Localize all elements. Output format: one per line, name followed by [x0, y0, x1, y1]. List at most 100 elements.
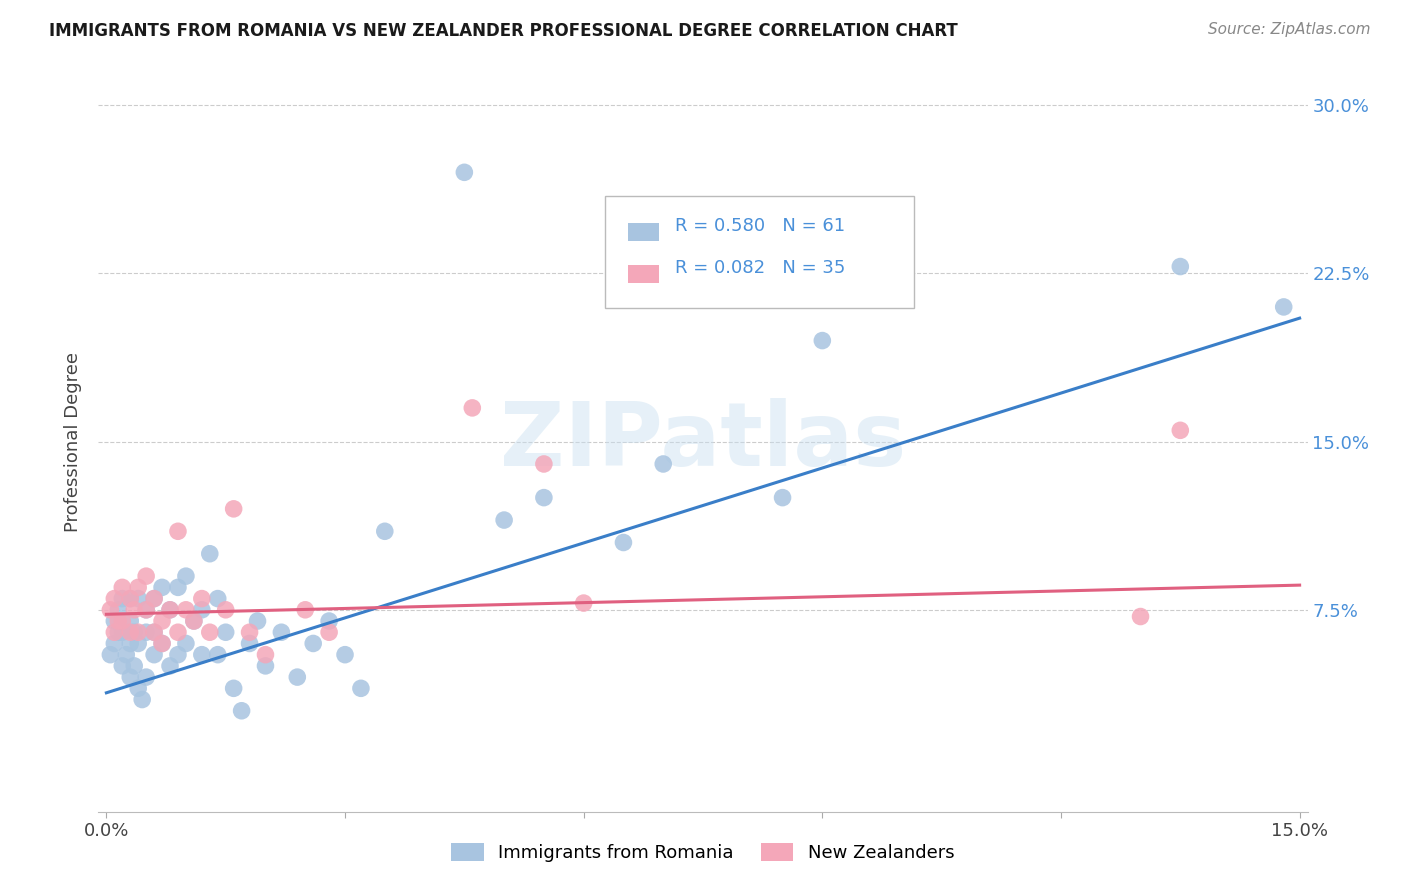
Point [167, 580, 190, 594]
Point [231, 704, 253, 718]
Point [167, 524, 190, 539]
Point [350, 681, 373, 696]
Point [318, 614, 340, 628]
Point [120, 591, 142, 606]
Point [111, 659, 134, 673]
Point [127, 636, 149, 650]
Point [143, 648, 166, 662]
Point [174, 603, 197, 617]
Point [215, 625, 238, 640]
Point [215, 603, 238, 617]
Point [1168, 260, 1191, 274]
Legend: Immigrants from Romania, New Zealanders: Immigrants from Romania, New Zealanders [444, 836, 962, 870]
Point [374, 524, 396, 539]
Point [115, 648, 138, 662]
Point [191, 603, 214, 617]
Point [103, 614, 125, 628]
Point [285, 670, 308, 684]
Point [772, 491, 794, 505]
Point [254, 659, 277, 673]
Point [159, 659, 181, 673]
Point [533, 457, 555, 471]
Point [198, 625, 221, 640]
Point [254, 648, 277, 662]
Point [150, 614, 173, 628]
Point [127, 625, 149, 640]
Point [111, 580, 134, 594]
Point [1168, 423, 1191, 437]
Point [302, 636, 325, 650]
Point [143, 625, 166, 640]
Point [191, 648, 214, 662]
Point [98, 603, 121, 617]
Text: R = 0.082   N = 35: R = 0.082 N = 35 [675, 259, 845, 277]
Point [494, 513, 516, 527]
Point [103, 591, 125, 606]
Point [207, 591, 229, 606]
Point [120, 670, 142, 684]
Point [135, 670, 157, 684]
Point [143, 591, 166, 606]
Point [572, 596, 595, 610]
Point [198, 547, 221, 561]
Point [333, 648, 356, 662]
Point [135, 625, 157, 640]
Point [150, 636, 173, 650]
Point [107, 614, 129, 628]
Point [127, 580, 149, 594]
Point [533, 491, 555, 505]
Point [131, 692, 153, 706]
Point [98, 648, 121, 662]
Point [143, 625, 166, 640]
Point [103, 636, 125, 650]
Point [135, 569, 157, 583]
Point [111, 625, 134, 640]
Point [127, 681, 149, 696]
Point [111, 614, 134, 628]
Point [652, 457, 675, 471]
Point [120, 636, 142, 650]
Point [191, 591, 214, 606]
Point [159, 603, 181, 617]
Point [111, 591, 134, 606]
Point [183, 614, 205, 628]
Point [150, 636, 173, 650]
Text: ZIPatlas: ZIPatlas [501, 398, 905, 485]
Point [120, 591, 142, 606]
Point [174, 569, 197, 583]
Point [135, 603, 157, 617]
Text: IMMIGRANTS FROM ROMANIA VS NEW ZEALANDER PROFESSIONAL DEGREE CORRELATION CHART: IMMIGRANTS FROM ROMANIA VS NEW ZEALANDER… [49, 22, 957, 40]
Point [107, 625, 129, 640]
Point [270, 625, 292, 640]
Point [127, 591, 149, 606]
Y-axis label: Professional Degree: Professional Degree [65, 351, 83, 532]
Point [143, 591, 166, 606]
Point [183, 614, 205, 628]
Text: R = 0.580   N = 61: R = 0.580 N = 61 [675, 217, 845, 235]
Point [150, 580, 173, 594]
Point [120, 625, 142, 640]
Point [222, 681, 245, 696]
Point [1272, 300, 1295, 314]
Point [461, 401, 484, 415]
Point [174, 636, 197, 650]
Point [135, 603, 157, 617]
Point [453, 165, 475, 179]
Point [318, 625, 340, 640]
Point [122, 603, 145, 617]
Point [239, 625, 262, 640]
Text: Source: ZipAtlas.com: Source: ZipAtlas.com [1208, 22, 1371, 37]
Point [612, 535, 634, 549]
Point [222, 501, 245, 516]
Point [122, 659, 145, 673]
Point [122, 625, 145, 640]
Point [1129, 609, 1152, 624]
Point [107, 603, 129, 617]
Point [811, 334, 834, 348]
Point [167, 648, 190, 662]
Point [167, 625, 190, 640]
Point [294, 603, 316, 617]
Point [207, 648, 229, 662]
Point [246, 614, 269, 628]
Point [120, 614, 142, 628]
